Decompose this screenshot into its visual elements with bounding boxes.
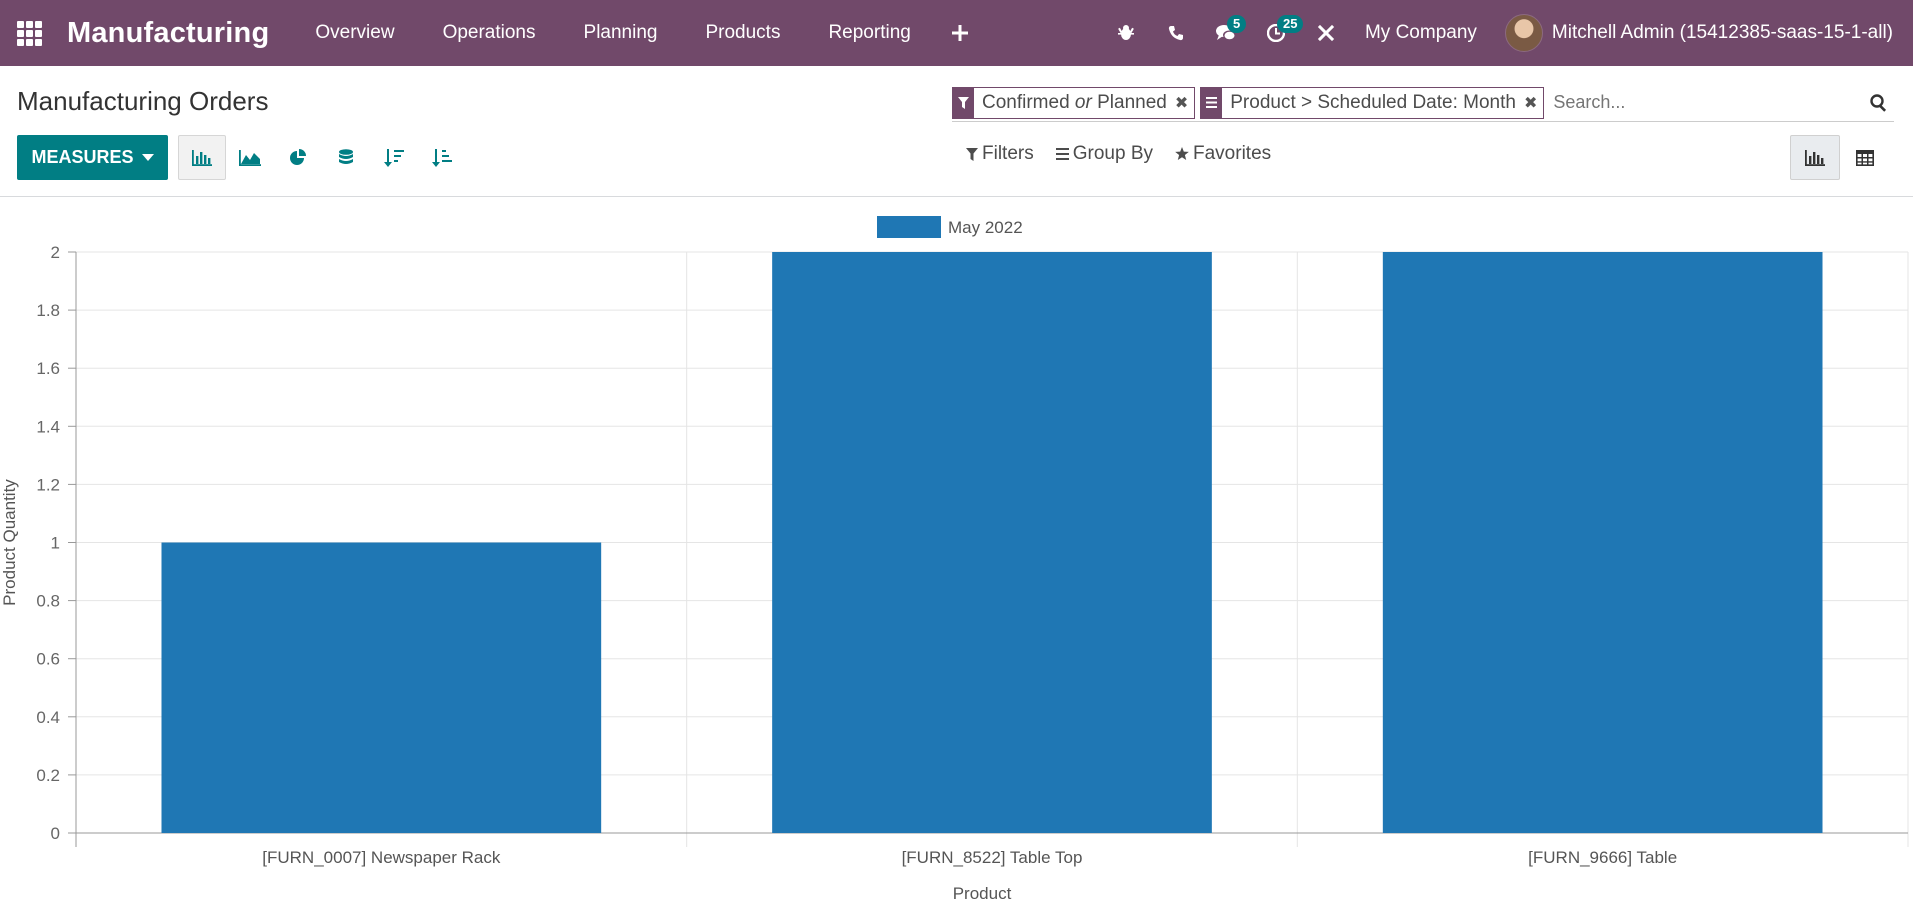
pivot-view-button[interactable] (1840, 135, 1890, 180)
search-icon[interactable] (1864, 88, 1894, 118)
sort-descending-icon (384, 149, 404, 167)
favorites-button[interactable]: Favorites (1175, 143, 1271, 165)
graph-view-button[interactable] (1790, 135, 1840, 180)
control-panel-divider (0, 196, 1913, 197)
menu-reporting[interactable]: Reporting (804, 0, 934, 66)
star-icon (1175, 147, 1189, 161)
facet-or: or (1075, 92, 1092, 113)
y-tick-label: 0.2 (36, 766, 60, 785)
bar (1383, 252, 1823, 833)
search-panel-buttons: Filters Group By Favorites (966, 143, 1293, 165)
menu-products[interactable]: Products (681, 0, 804, 66)
stacked-button[interactable] (322, 135, 370, 180)
menu-planning[interactable]: Planning (560, 0, 682, 66)
y-tick-label: 1.6 (36, 359, 60, 378)
table-icon (1856, 150, 1874, 166)
page-title: Manufacturing Orders (17, 86, 268, 117)
measures-button[interactable]: MEASURES (17, 135, 168, 180)
company-switcher[interactable]: My Company (1351, 0, 1505, 66)
view-switcher (1790, 135, 1890, 180)
y-tick-label: 1 (51, 534, 60, 553)
y-axis-label: Product Quantity (0, 479, 19, 606)
x-axis-label: Product (953, 884, 1012, 903)
close-icon[interactable]: ✖ (1175, 93, 1194, 113)
pie-chart-icon (289, 149, 307, 167)
legend-label: May 2022 (948, 218, 1023, 237)
filters-button[interactable]: Filters (966, 143, 1034, 165)
line-chart-button[interactable] (226, 135, 274, 180)
list-icon (1201, 87, 1222, 119)
app-menu-icon[interactable] (0, 0, 58, 66)
app-name[interactable]: Manufacturing (67, 17, 269, 50)
bar-chart: 0 0.2 0.4 0.6 0.8 1 1.2 1.4 1.6 1.8 2 [FURN_0007] N… (0, 200, 1913, 905)
search-input[interactable] (1549, 92, 1864, 113)
sort-descending-button[interactable] (370, 135, 418, 180)
group-by-label: Group By (1073, 143, 1153, 165)
y-tick-label: 2 (51, 243, 60, 262)
bug-icon[interactable] (1101, 0, 1151, 66)
bar-chart-icon (192, 150, 212, 166)
y-tick-label: 1.4 (36, 417, 60, 436)
bar-chart-icon (1805, 150, 1825, 166)
chat-icon[interactable]: 5 (1201, 0, 1251, 66)
menu-overview[interactable]: Overview (291, 0, 418, 66)
legend-swatch (877, 216, 941, 238)
phone-icon[interactable] (1151, 0, 1201, 66)
sort-ascending-button[interactable] (418, 135, 466, 180)
close-icon[interactable]: ✖ (1524, 93, 1543, 113)
facet-value-confirmed: Confirmed (982, 92, 1075, 113)
messages-badge: 5 (1227, 15, 1246, 33)
caret-down-icon (142, 154, 154, 161)
facet-value-planned: Planned (1092, 92, 1167, 113)
groupby-facet-text: Product > Scheduled Date: Month (1222, 92, 1524, 114)
tools-icon[interactable] (1301, 0, 1351, 66)
menu-operations[interactable]: Operations (419, 0, 560, 66)
avatar (1505, 14, 1543, 52)
top-navbar: Manufacturing Overview Operations Planni… (0, 0, 1913, 66)
y-tick-label: 0 (51, 824, 60, 843)
activity-clock-icon[interactable]: 25 (1251, 0, 1301, 66)
favorites-label: Favorites (1193, 143, 1271, 165)
chart-type-toolbar (178, 135, 466, 180)
pie-chart-button[interactable] (274, 135, 322, 180)
bar-chart-button[interactable] (178, 135, 226, 180)
user-menu[interactable]: Mitchell Admin (15412385-saas-15-1-all) (1505, 0, 1913, 66)
y-tick-label: 0.6 (36, 650, 60, 669)
y-tick-label: 1.2 (36, 475, 60, 494)
filter-icon (966, 148, 978, 161)
list-icon (1056, 148, 1069, 160)
y-tick-label: 1.8 (36, 301, 60, 320)
database-stack-icon (338, 149, 354, 167)
filter-facet[interactable]: Confirmed or Planned ✖ (952, 87, 1195, 119)
sort-ascending-icon (432, 149, 452, 167)
filter-icon (953, 87, 974, 119)
activities-badge: 25 (1277, 15, 1303, 33)
bar (161, 543, 601, 834)
area-chart-icon (239, 150, 261, 166)
search-bar: Confirmed or Planned ✖ Product > Schedul… (952, 84, 1894, 122)
y-tick-label: 0.8 (36, 592, 60, 611)
groupby-facet[interactable]: Product > Scheduled Date: Month ✖ (1200, 87, 1544, 119)
plus-icon[interactable] (935, 0, 985, 66)
bar (772, 252, 1212, 833)
measures-label: MEASURES (31, 147, 133, 168)
user-name: Mitchell Admin (15412385-saas-15-1-all) (1552, 22, 1893, 44)
x-tick-label: [FURN_8522] Table Top (902, 848, 1083, 867)
group-by-button[interactable]: Group By (1056, 143, 1153, 165)
x-tick-label: [FURN_9666] Table (1528, 848, 1677, 867)
y-tick-label: 0.4 (36, 708, 60, 727)
filters-label: Filters (982, 143, 1034, 165)
x-tick-label: [FURN_0007] Newspaper Rack (262, 848, 501, 867)
